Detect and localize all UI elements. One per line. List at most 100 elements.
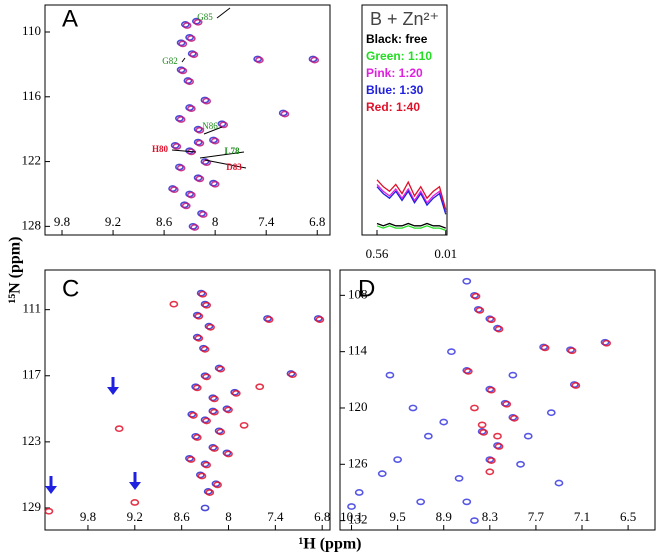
- peak: [200, 158, 210, 165]
- peak: [439, 418, 449, 426]
- peak: [310, 56, 320, 64]
- x-tick-label: 9.5: [389, 509, 405, 524]
- peak: [193, 125, 203, 133]
- peak: [494, 325, 504, 333]
- plot-frame: [339, 269, 656, 531]
- trace: [376, 222, 446, 229]
- peak: [462, 498, 472, 506]
- peak: [202, 461, 212, 469]
- peak: [176, 66, 186, 74]
- annotation-leader: [181, 57, 186, 63]
- peak: [195, 126, 205, 134]
- peak: [477, 421, 487, 429]
- peak: [540, 344, 550, 352]
- peak: [253, 55, 263, 63]
- y-tick-label: 132: [348, 512, 368, 527]
- x-tick-label: 7.7: [528, 509, 545, 524]
- x-tick-label: 6.8: [314, 509, 330, 524]
- peak: [189, 51, 199, 59]
- peak: [195, 471, 205, 479]
- peak: [186, 35, 196, 42]
- peak: [208, 443, 218, 451]
- peak: [213, 481, 222, 489]
- peak: [200, 460, 210, 468]
- x-tick-label: 6.5: [620, 509, 636, 524]
- peak: [176, 116, 186, 123]
- peak: [197, 472, 207, 480]
- peak: [264, 316, 274, 323]
- peak: [200, 300, 210, 308]
- peak: [186, 191, 196, 199]
- peak: [182, 22, 192, 29]
- peak: [230, 388, 240, 396]
- peak: [170, 141, 180, 149]
- peak: [185, 33, 195, 41]
- annotation: G85: [197, 12, 213, 22]
- peak: [214, 364, 224, 372]
- legend-entry: Pink: 1:20: [366, 66, 423, 80]
- annotation: D83: [226, 162, 242, 172]
- peak: [202, 417, 212, 425]
- x-tick-label: 9.8: [54, 214, 70, 229]
- peak: [192, 333, 202, 341]
- peak: [224, 450, 233, 458]
- y-axis-label: ¹⁵N (ppm): [7, 237, 24, 304]
- x-tick-label: 8: [212, 214, 219, 229]
- peak: [168, 185, 178, 192]
- peak: [206, 323, 215, 331]
- annotation: H80: [152, 144, 169, 154]
- y-tick-label: 128: [22, 217, 42, 232]
- peak: [554, 479, 564, 487]
- peak: [571, 382, 581, 389]
- peak: [200, 372, 210, 380]
- y-tick-label: 126: [348, 455, 368, 470]
- peak: [494, 443, 504, 450]
- peak: [377, 470, 387, 478]
- peak: [193, 138, 203, 146]
- peak: [463, 367, 473, 375]
- annotation-leader: [199, 151, 245, 159]
- legend-entry: Green: 1:10: [366, 49, 432, 63]
- peak: [286, 370, 296, 377]
- peak: [219, 121, 229, 129]
- legend-entry: Blue: 1:30: [366, 83, 424, 97]
- peak: [198, 211, 208, 218]
- y-tick-label: 111: [22, 301, 41, 316]
- peak: [208, 394, 218, 402]
- plot-frame: [44, 269, 331, 531]
- peak: [486, 386, 496, 394]
- peak: [192, 384, 202, 392]
- peak: [210, 137, 220, 145]
- x-tick-label: 6.8: [309, 214, 325, 229]
- peak: [187, 50, 197, 57]
- peak: [470, 517, 479, 525]
- peak: [188, 412, 198, 419]
- x-tick-label: 9.8: [80, 509, 96, 524]
- peak: [288, 371, 297, 379]
- peak: [222, 449, 232, 457]
- peak: [263, 315, 272, 322]
- peak: [224, 406, 233, 414]
- peak: [523, 432, 533, 440]
- peak: [486, 316, 496, 324]
- x-tick-label: 0.01: [434, 246, 457, 261]
- peak: [202, 301, 212, 309]
- legend-entry: Red: 1:40: [366, 100, 420, 114]
- panel-title: A: [62, 5, 78, 32]
- y-tick-label: 120: [348, 399, 368, 414]
- plot-frame: [361, 4, 448, 236]
- peak: [198, 290, 208, 298]
- x-tick-label: 0.56: [366, 246, 389, 261]
- peak: [315, 316, 325, 323]
- annotation: G82: [162, 56, 178, 66]
- annotation: L78: [224, 146, 240, 156]
- annotation-leader: [171, 149, 197, 153]
- y-tick-label: 114: [348, 343, 368, 358]
- peak: [208, 407, 218, 415]
- peak: [602, 339, 611, 347]
- peak: [254, 56, 264, 64]
- peak: [193, 174, 203, 182]
- peak: [185, 190, 195, 198]
- peak: [186, 105, 196, 113]
